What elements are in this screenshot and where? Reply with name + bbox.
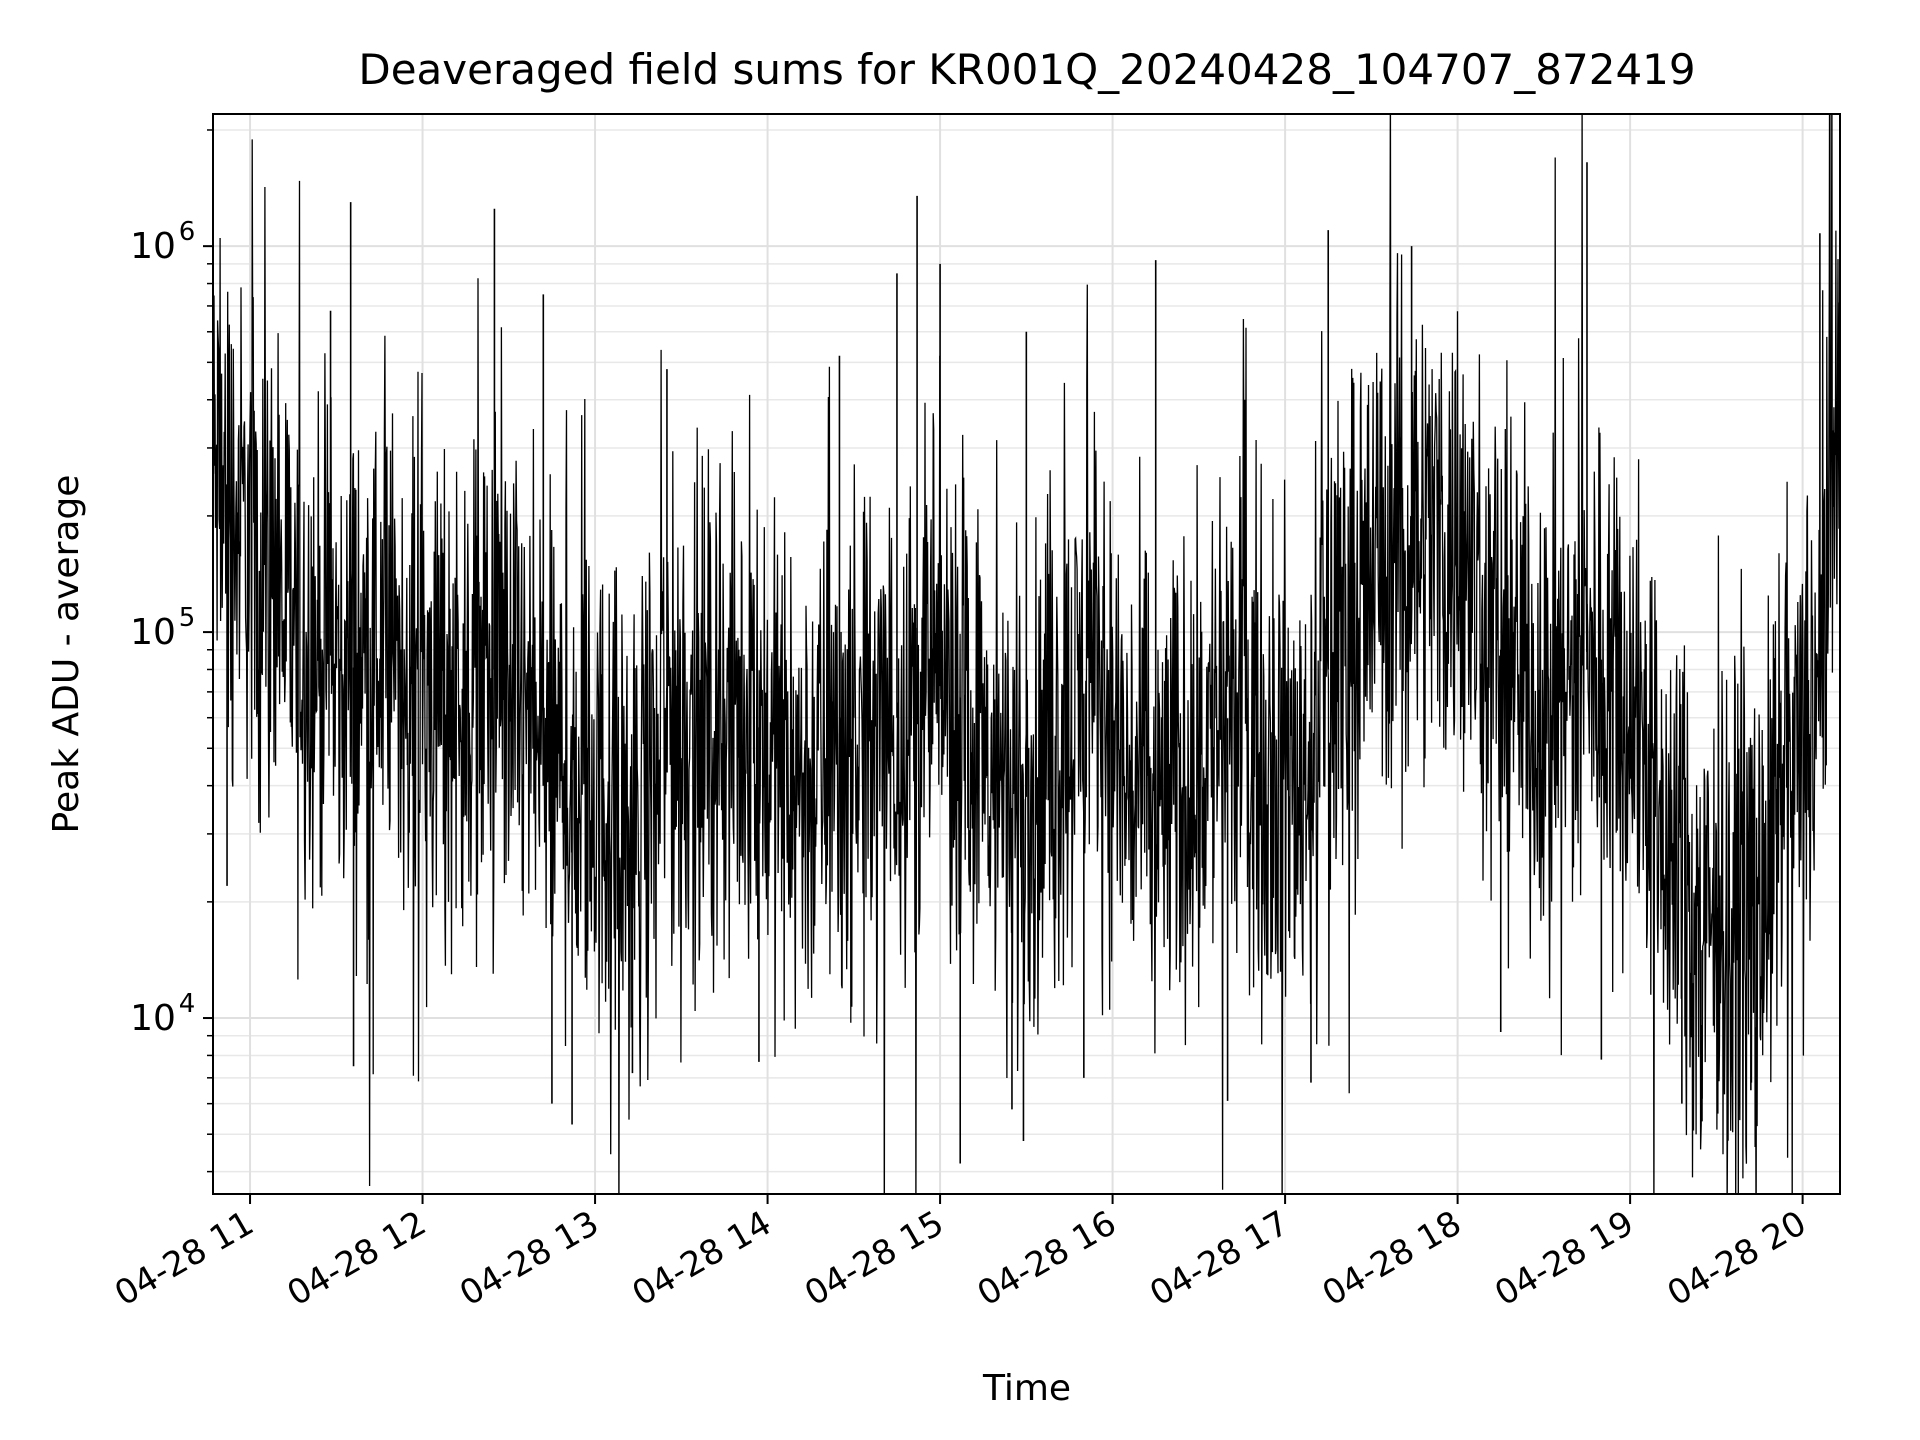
x-axis-label: Time <box>982 1368 1071 1409</box>
series-line-group <box>213 114 1840 1194</box>
y-tick-exponent: 4 <box>179 989 196 1019</box>
y-tick-label: 10 <box>130 998 176 1039</box>
chart-title: Deaveraged field sums for KR001Q_2024042… <box>358 45 1695 94</box>
plot-data <box>213 114 1840 1194</box>
plot-frame <box>212 113 1841 1195</box>
y-tick-exponent: 6 <box>179 217 196 247</box>
y-axis-label: Peak ADU - average <box>46 475 87 834</box>
y-tick-label: 10 <box>130 226 176 267</box>
y-tick-label: 10 <box>130 612 176 653</box>
y-tick-exponent: 5 <box>179 603 196 633</box>
